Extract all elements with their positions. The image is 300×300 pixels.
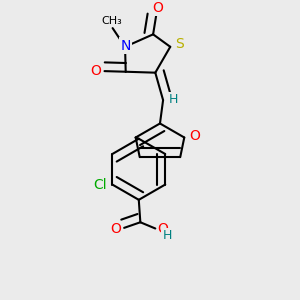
Text: O: O	[158, 222, 169, 236]
Text: H: H	[168, 93, 178, 106]
Text: O: O	[111, 222, 122, 236]
Text: S: S	[175, 37, 184, 51]
Text: O: O	[153, 1, 164, 14]
Text: CH₃: CH₃	[102, 16, 122, 26]
Text: O: O	[90, 64, 101, 78]
Text: O: O	[189, 129, 200, 143]
Text: N: N	[121, 39, 131, 52]
Text: H: H	[163, 229, 172, 242]
Text: Cl: Cl	[93, 178, 107, 192]
